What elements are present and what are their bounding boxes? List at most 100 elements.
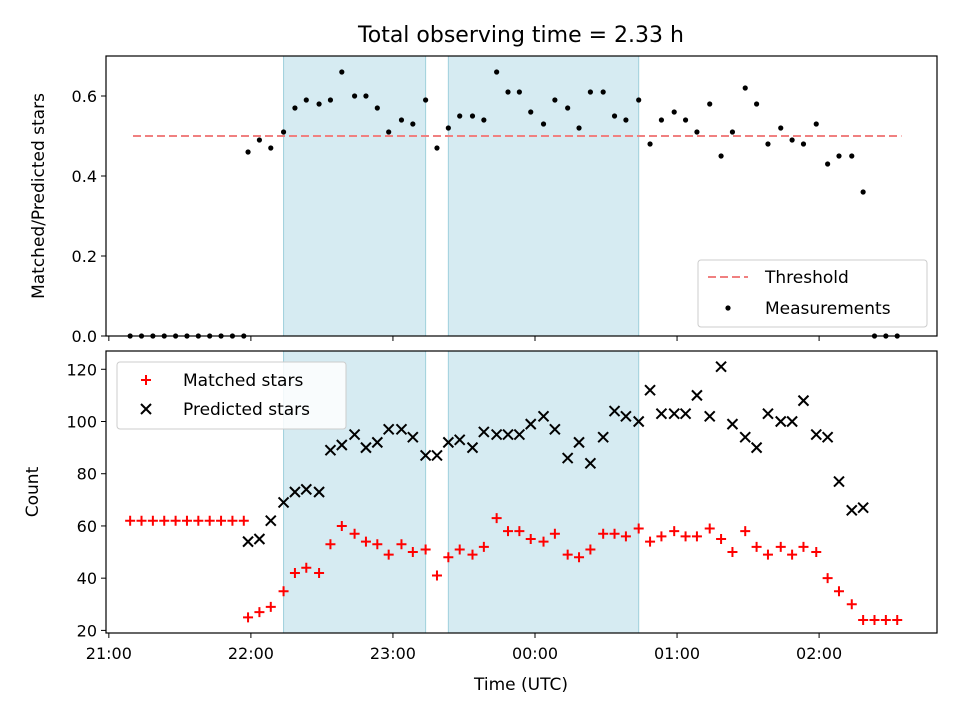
predicted-star-point <box>371 436 384 449</box>
matched-star-point <box>278 586 289 597</box>
measurement-point <box>729 129 736 135</box>
matched-star-point <box>716 534 727 544</box>
matched-star-point <box>243 612 254 623</box>
matched-star-point <box>407 547 418 558</box>
predicted-star-point <box>537 410 550 422</box>
legend-predicted-label: Predicted stars <box>183 400 310 420</box>
measurement-point <box>647 141 653 147</box>
measurement-point <box>528 109 534 115</box>
matched-star-point <box>396 539 407 550</box>
measurement-point <box>565 105 571 111</box>
matched-star-point <box>431 570 442 581</box>
matched-star-point <box>645 536 656 547</box>
matched-star-point <box>289 567 300 578</box>
measurement-point <box>800 141 807 147</box>
predicted-star-point <box>797 394 810 407</box>
measurement-point <box>623 117 629 123</box>
predicted-star-point <box>442 436 455 449</box>
predicted-star-point <box>513 428 526 441</box>
measurement-point <box>434 145 440 151</box>
matched-star-point <box>491 513 502 524</box>
bottom-series-1 <box>242 360 869 548</box>
matched-star-point <box>467 549 478 560</box>
predicted-star-point <box>739 431 751 443</box>
matched-star-point <box>125 515 136 526</box>
bottom-y-tick-label: 40 <box>77 569 97 588</box>
matched-star-point <box>265 601 276 612</box>
bottom-y-tick-label: 100 <box>66 413 97 432</box>
predicted-star-point <box>360 441 372 454</box>
predicted-star-point <box>715 360 727 373</box>
measurement-point <box>600 89 606 95</box>
predicted-star-point <box>726 418 739 430</box>
predicted-star-point <box>289 486 301 498</box>
matched-star-point <box>301 562 312 573</box>
matched-star-point <box>443 552 454 563</box>
matched-star-point <box>680 531 691 542</box>
predicted-star-point <box>407 431 419 443</box>
matched-star-point <box>869 614 880 625</box>
measurement-point <box>789 137 795 143</box>
predicted-star-point <box>608 405 621 417</box>
measurement-point <box>268 145 274 151</box>
figure-title: Total observing time = 2.33 h <box>357 23 684 48</box>
matched-star-point <box>360 536 371 547</box>
measurement-point <box>339 69 345 75</box>
matched-star-point <box>598 528 609 539</box>
predicted-star-point <box>810 428 822 441</box>
predicted-star-point <box>382 423 395 436</box>
predicted-star-point <box>324 444 337 456</box>
legend-matched-swatch <box>141 375 151 385</box>
measurement-point <box>765 141 771 147</box>
matched-star-point <box>751 541 762 552</box>
matched-star-point <box>892 614 903 625</box>
matched-star-point <box>216 515 227 526</box>
bottom-series-0 <box>125 513 903 625</box>
measurement-point <box>363 93 369 99</box>
measurement-point <box>316 101 322 107</box>
measurement-point <box>374 105 380 111</box>
matched-star-point <box>880 614 891 625</box>
matched-star-point <box>170 515 181 526</box>
matched-star-point <box>314 567 325 578</box>
measurement-point <box>445 125 451 131</box>
matched-star-point <box>620 531 631 542</box>
measurement-point <box>778 125 784 131</box>
measurement-point <box>671 109 677 115</box>
bottom-y-tick-label: 60 <box>77 517 97 536</box>
measurement-point <box>351 93 358 99</box>
count-subplot: 20 40 60 80 100 120 21:00 22:00 23:00 00:00 01:00 0… <box>23 350 938 663</box>
matched-star-point <box>336 520 347 531</box>
measurement-point <box>245 149 251 155</box>
predicted-star-point <box>632 415 645 428</box>
matched-star-point <box>691 531 702 542</box>
matched-star-point <box>775 541 786 552</box>
legend-predicted-swatch <box>140 403 152 415</box>
measurement-point <box>457 113 463 119</box>
matched-star-point <box>227 515 238 526</box>
matched-star-point <box>833 586 844 597</box>
matched-star-point <box>762 549 773 560</box>
matched-star-point <box>787 549 798 560</box>
matched-star-point <box>503 526 514 537</box>
top-y-tick-label: 0.0 <box>72 327 97 346</box>
measurement-point <box>860 189 866 195</box>
predicted-star-point <box>644 384 656 396</box>
matched-star-point <box>846 599 857 610</box>
matched-star-point <box>181 515 192 526</box>
measurement-point <box>813 121 819 127</box>
predicted-star-point <box>300 483 312 496</box>
measurement-point <box>423 97 429 103</box>
top-observing-span-0 <box>283 55 427 337</box>
predicted-star-point <box>668 407 680 420</box>
matched-star-point <box>147 515 158 526</box>
matched-star-point <box>609 528 620 539</box>
predicted-star-point <box>704 410 716 422</box>
predicted-star-point <box>454 434 466 446</box>
measurement-point <box>682 117 689 123</box>
matched-star-point <box>585 544 596 555</box>
matched-star-point <box>858 614 869 625</box>
predicted-star-point <box>466 441 479 454</box>
matched-star-point <box>349 528 360 539</box>
